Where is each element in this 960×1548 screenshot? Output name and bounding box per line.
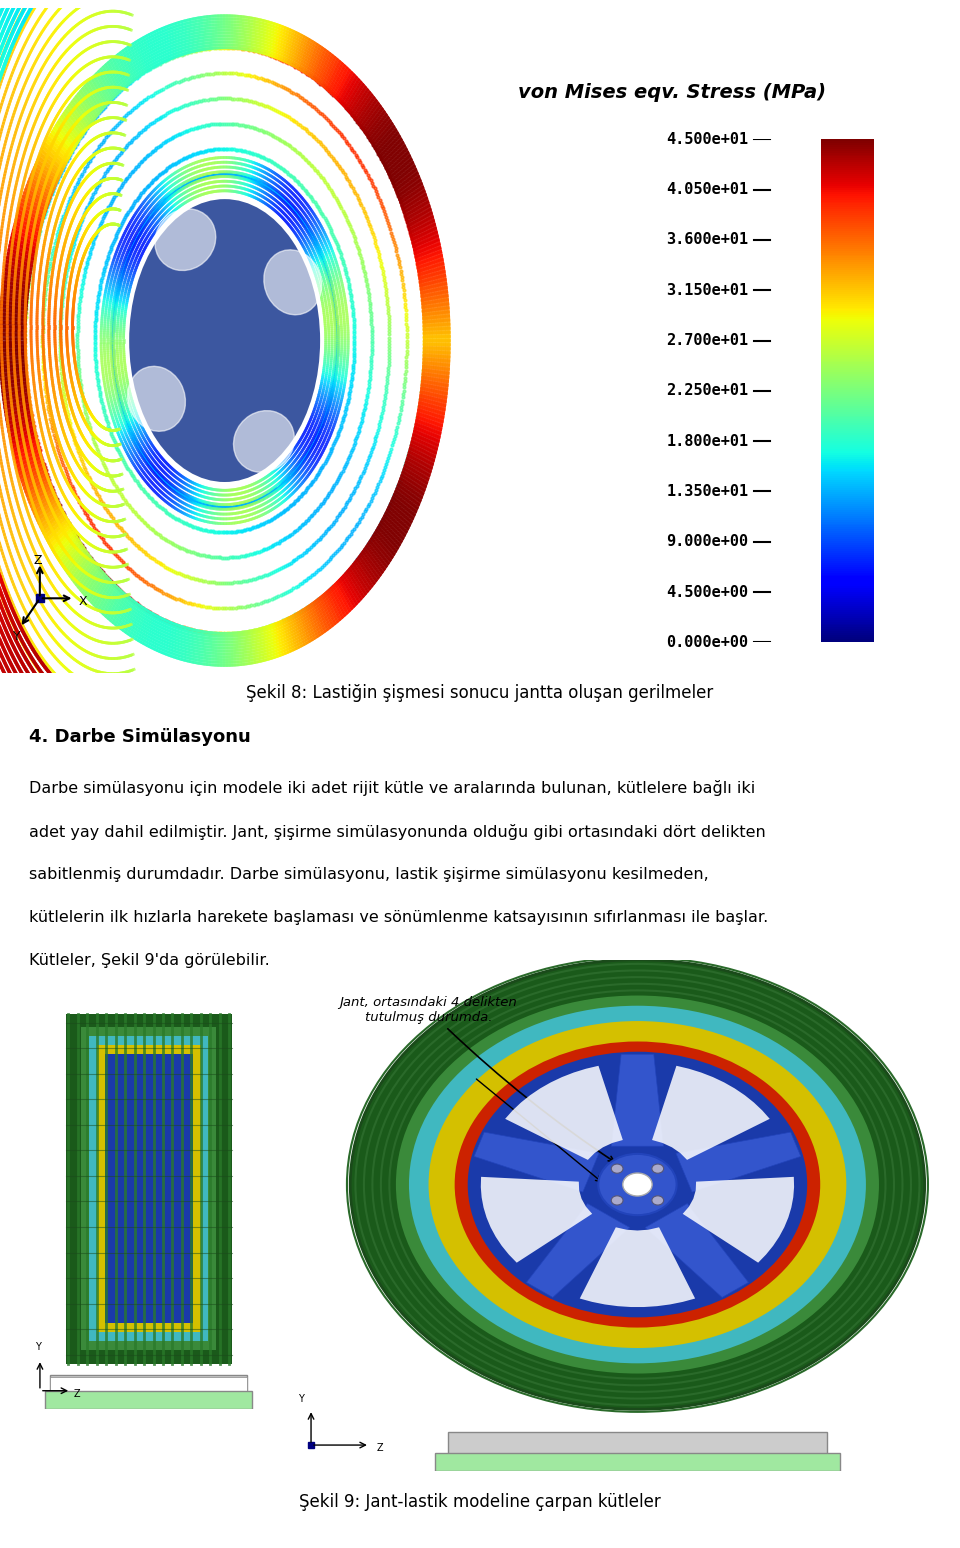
- Text: Y: Y: [298, 1393, 304, 1404]
- Ellipse shape: [612, 1164, 623, 1173]
- Bar: [448, 1432, 827, 1458]
- Text: sabitlenmiş durumdadır. Darbe simülasyonu, lastik şişirme simülasyonu kesilmeden: sabitlenmiş durumdadır. Darbe simülasyon…: [29, 867, 708, 882]
- Ellipse shape: [396, 995, 879, 1373]
- Ellipse shape: [598, 1153, 677, 1215]
- Text: Z: Z: [74, 1390, 81, 1399]
- Polygon shape: [580, 1228, 695, 1307]
- Ellipse shape: [428, 1022, 847, 1348]
- Bar: [50, 1375, 248, 1399]
- Text: Şekil 9: Jant-lastik modeline çarpan kütleler: Şekil 9: Jant-lastik modeline çarpan küt…: [300, 1492, 660, 1511]
- Text: 3.600e+01: 3.600e+01: [666, 232, 749, 248]
- Ellipse shape: [652, 1164, 663, 1173]
- Text: kütlelerin ilk hızlarla harekete başlaması ve sönümlenme katsayısının sıfırlanma: kütlelerin ilk hızlarla harekete başlama…: [29, 910, 768, 924]
- Ellipse shape: [130, 200, 320, 481]
- Ellipse shape: [455, 1042, 820, 1328]
- Polygon shape: [481, 1176, 592, 1263]
- Polygon shape: [645, 1203, 749, 1297]
- Text: Y: Y: [13, 630, 21, 642]
- Text: 0.000e+00: 0.000e+00: [666, 635, 749, 650]
- Polygon shape: [526, 1203, 630, 1297]
- Polygon shape: [505, 1065, 623, 1159]
- Text: 2.250e+01: 2.250e+01: [666, 384, 749, 398]
- Polygon shape: [652, 1065, 770, 1159]
- Bar: [105, 1054, 193, 1324]
- Text: 3.150e+01: 3.150e+01: [666, 283, 749, 297]
- Text: Z: Z: [34, 554, 42, 567]
- Ellipse shape: [612, 1195, 623, 1204]
- Text: Y: Y: [35, 1342, 40, 1353]
- Ellipse shape: [350, 960, 924, 1409]
- Text: adet yay dahil edilmiştir. Jant, şişirme simülasyonunda olduğu gibi ortasındaki : adet yay dahil edilmiştir. Jant, şişirme…: [29, 824, 765, 839]
- Ellipse shape: [128, 367, 185, 432]
- Text: 4.500e+00: 4.500e+00: [666, 585, 749, 599]
- Bar: [45, 1390, 252, 1409]
- Ellipse shape: [468, 1051, 807, 1317]
- Text: 1.800e+01: 1.800e+01: [666, 433, 749, 449]
- Ellipse shape: [233, 410, 295, 472]
- Text: X: X: [79, 594, 87, 608]
- Text: 1.350e+01: 1.350e+01: [666, 485, 749, 498]
- Polygon shape: [683, 1176, 794, 1263]
- Ellipse shape: [623, 1173, 652, 1197]
- Text: Jant, ortasındaki 4 delikten
tutulmuş durumda.: Jant, ortasındaki 4 delikten tutulmuş du…: [340, 995, 614, 1161]
- Bar: [97, 1045, 201, 1333]
- Polygon shape: [676, 1132, 801, 1192]
- Text: 2.700e+01: 2.700e+01: [666, 333, 749, 348]
- Bar: [435, 1452, 840, 1471]
- Ellipse shape: [155, 209, 216, 271]
- Ellipse shape: [264, 249, 322, 314]
- Polygon shape: [612, 1054, 663, 1146]
- Polygon shape: [474, 1132, 599, 1192]
- Text: 4.050e+01: 4.050e+01: [666, 183, 749, 197]
- Text: 9.000e+00: 9.000e+00: [666, 534, 749, 550]
- Text: von Mises eqv. Stress (MPa): von Mises eqv. Stress (MPa): [518, 84, 826, 102]
- Bar: [50, 1378, 248, 1390]
- Bar: [89, 1036, 208, 1341]
- Text: 4. Darbe Simülasyonu: 4. Darbe Simülasyonu: [29, 728, 251, 746]
- Ellipse shape: [652, 1195, 663, 1204]
- Text: 4.500e+01: 4.500e+01: [666, 132, 749, 147]
- Bar: [66, 1014, 231, 1364]
- Ellipse shape: [409, 1006, 866, 1364]
- Text: Kütleler, Şekil 9'da görülebilir.: Kütleler, Şekil 9'da görülebilir.: [29, 954, 270, 968]
- Text: Z: Z: [376, 1443, 383, 1454]
- Text: Darbe simülasyonu için modele iki adet rijit kütle ve aralarında bulunan, kütlel: Darbe simülasyonu için modele iki adet r…: [29, 780, 756, 796]
- Bar: [82, 1028, 216, 1350]
- Text: Şekil 8: Lastiğin şişmesi sonucu jantta oluşan gerilmeler: Şekil 8: Lastiğin şişmesi sonucu jantta …: [247, 684, 713, 701]
